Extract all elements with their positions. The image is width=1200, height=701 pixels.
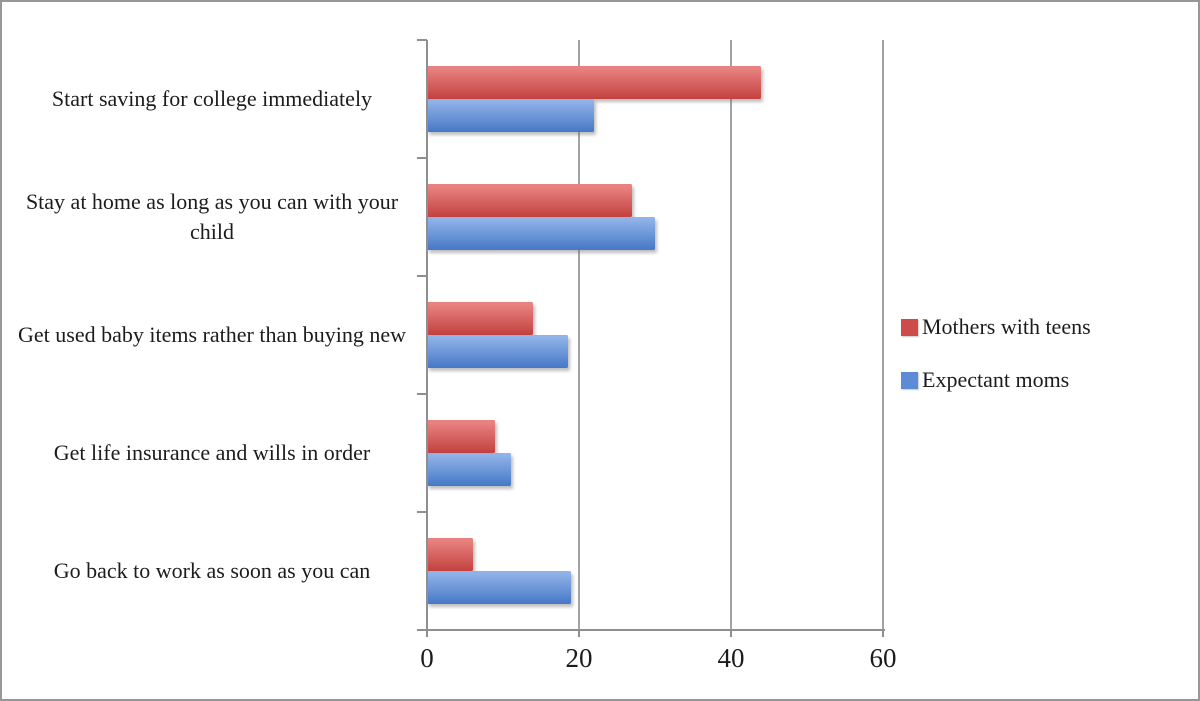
bar-mothers-with-teens <box>427 302 534 335</box>
bar-group <box>427 40 883 158</box>
bar-expectant-moms <box>427 453 511 486</box>
bar-expectant-moms <box>427 571 572 604</box>
bar-expectant-moms <box>427 99 595 132</box>
category-label: Stay at home as long as you can with you… <box>25 189 399 244</box>
bar-group <box>427 394 883 512</box>
x-axis-tick <box>882 629 884 637</box>
bar-mothers-with-teens <box>427 538 473 571</box>
category-label: Get used baby items rather than buying n… <box>18 322 406 347</box>
bar-expectant-moms <box>427 335 568 368</box>
legend-label: Expectant moms <box>922 367 1070 392</box>
legend-swatch-icon <box>901 318 918 336</box>
category-tick <box>417 393 427 395</box>
x-tick-label: 0 <box>420 643 434 673</box>
category-label: Start saving for college immediately <box>51 86 373 111</box>
gridline-x-20 <box>577 40 580 630</box>
x-axis-tick <box>730 629 732 637</box>
y-axis-line <box>426 40 428 636</box>
bar-mothers-with-teens <box>427 66 762 99</box>
x-axis-tick <box>426 629 428 637</box>
legend: Mothers with teens Expectant moms <box>901 310 1191 416</box>
gridline-x-60 <box>882 40 884 630</box>
bar-mothers-with-teens <box>427 420 496 453</box>
bar-group <box>427 276 883 394</box>
x-tick-label: 60 <box>869 643 897 673</box>
category-tick <box>417 157 427 159</box>
gridline-x-40 <box>729 40 732 630</box>
legend-swatch-icon <box>901 371 918 389</box>
x-axis-line <box>417 629 885 631</box>
legend-item: Expectant moms <box>901 363 1191 397</box>
category-axis-labels: Start saving for college immediately Stay… <box>10 40 414 630</box>
legend-label: Mothers with teens <box>922 314 1091 339</box>
bar-mothers-with-teens <box>427 184 633 217</box>
x-tick-label: 20 <box>565 643 593 673</box>
plot-area <box>427 40 884 630</box>
category-tick <box>417 39 427 41</box>
x-tick-label: 40 <box>717 643 745 673</box>
category-label: Get life insurance and wills in order <box>53 440 371 465</box>
category-tick <box>417 511 427 513</box>
legend-item: Mothers with teens <box>901 310 1191 344</box>
x-axis-tick <box>578 629 580 637</box>
bar-group <box>427 512 883 630</box>
bar-expectant-moms <box>427 217 655 250</box>
category-tick <box>417 275 427 277</box>
category-tick <box>417 629 427 631</box>
bar-group <box>427 158 883 276</box>
x-axis-tick-labels: 0 20 40 60 <box>420 643 896 679</box>
category-label: Go back to work as soon as you can <box>53 558 371 583</box>
